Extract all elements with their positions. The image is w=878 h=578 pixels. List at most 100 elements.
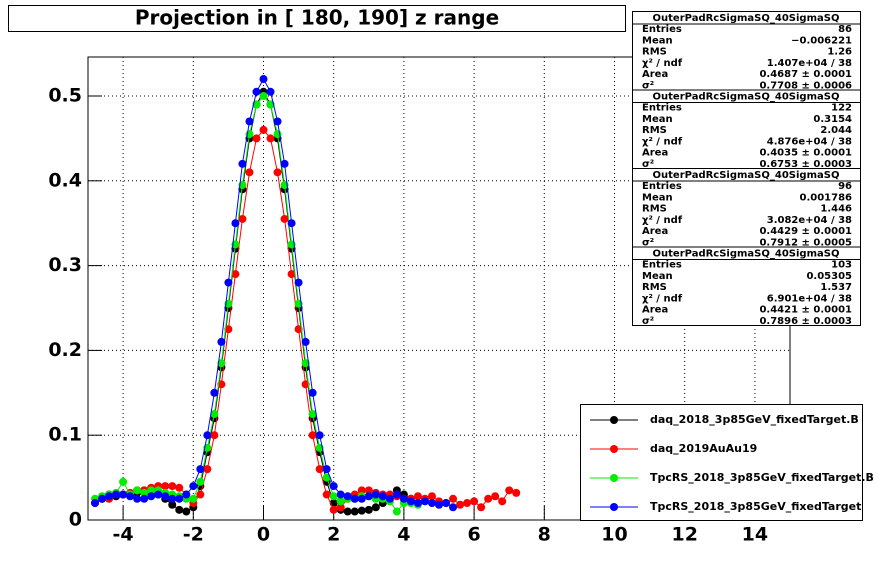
y-tick-label: 0.4: [48, 169, 82, 191]
chart-title: Projection in [ 180, 190] z range: [135, 6, 499, 30]
x-tick-label: 14: [742, 524, 768, 546]
stats-value: 96: [838, 181, 852, 192]
legend-label: daq_2018_3p85GeV_fixedTarget.B: [650, 413, 859, 426]
data-point: [154, 490, 163, 499]
data-point: [322, 473, 331, 482]
data-point: [392, 490, 401, 499]
data-point: [217, 380, 226, 389]
data-point: [336, 497, 345, 506]
data-point: [210, 388, 219, 397]
stats-value: 103: [831, 260, 852, 271]
data-point: [322, 490, 331, 499]
data-point: [224, 325, 233, 334]
stats-value: 3.082e+04 / 38: [767, 215, 852, 226]
stats-value: 1.26: [827, 47, 852, 58]
data-point: [266, 87, 275, 96]
data-point: [105, 492, 114, 501]
data-point: [196, 477, 205, 486]
data-point: [112, 490, 121, 499]
legend-marker: [610, 503, 618, 511]
x-tick-label: -4: [113, 524, 134, 546]
x-tick-label: 0: [257, 524, 270, 546]
data-point: [315, 431, 324, 440]
stats-value: 86: [838, 24, 852, 35]
x-tick-label: 10: [601, 524, 627, 546]
stats-title: OuterPadRcSigmaSQ_40SigmaSQ: [653, 249, 840, 260]
data-point: [336, 503, 345, 512]
data-point: [238, 159, 247, 168]
legend-label: TpcRS_2018_3p85GeV_fixedTarget.B: [650, 471, 874, 484]
y-tick-label: 0.5: [48, 85, 82, 107]
data-point: [456, 500, 465, 509]
data-point: [189, 494, 198, 503]
stats-value: 4.876e+04 / 38: [767, 136, 852, 147]
stats-value: −0.006221: [791, 35, 852, 46]
data-point: [217, 337, 226, 346]
data-point: [266, 134, 275, 143]
data-point: [294, 278, 303, 287]
data-point: [196, 465, 205, 474]
data-point: [224, 278, 233, 287]
data-point: [175, 494, 184, 503]
stats-value: 0.001786: [799, 192, 852, 203]
data-point: [427, 492, 436, 501]
data-point: [308, 410, 317, 419]
stats-title: OuterPadRcSigmaSQ_40SigmaSQ: [653, 92, 840, 103]
data-point: [329, 482, 338, 491]
stats-label: χ² / ndf: [642, 293, 683, 304]
legend-marker: [610, 474, 618, 482]
data-point: [399, 494, 408, 503]
stats-label: Mean: [642, 35, 673, 46]
data-point: [364, 505, 373, 514]
data-point: [477, 503, 486, 512]
stats-label: χ² / ndf: [642, 215, 683, 226]
data-point: [357, 494, 366, 503]
data-point: [491, 492, 500, 501]
data-point: [119, 477, 128, 486]
stats-value: 0.05305: [806, 271, 852, 282]
data-point: [322, 465, 331, 474]
stats-label: σ²: [642, 81, 654, 92]
data-point: [98, 494, 107, 503]
data-point: [133, 486, 142, 495]
stats-label: Area: [642, 69, 668, 80]
data-point: [505, 486, 514, 495]
data-point: [343, 507, 352, 516]
data-point: [252, 134, 261, 143]
stats-value: 0.6753 ± 0.0003: [759, 159, 852, 170]
data-point: [238, 214, 247, 223]
data-point: [413, 499, 422, 508]
data-point: [484, 494, 493, 503]
stats-label: Entries: [642, 181, 682, 192]
data-point: [280, 159, 289, 168]
data-point: [259, 75, 268, 84]
data-point: [449, 494, 458, 503]
stats-value: 2.044: [820, 125, 852, 136]
data-point: [161, 492, 170, 501]
stats-label: Entries: [642, 24, 682, 35]
data-point: [210, 410, 219, 419]
data-point: [245, 168, 254, 177]
data-point: [498, 497, 507, 506]
data-point: [280, 214, 289, 223]
data-point: [357, 506, 366, 515]
data-point: [175, 483, 184, 492]
data-point: [371, 503, 380, 512]
data-point: [512, 488, 521, 497]
data-point: [182, 507, 191, 516]
stats-label: RMS: [642, 47, 667, 58]
data-point: [175, 505, 184, 514]
data-point: [196, 490, 205, 499]
data-point: [435, 500, 443, 509]
data-point: [168, 494, 177, 503]
x-tick-label: 2: [327, 524, 340, 546]
data-point: [350, 494, 359, 503]
data-point: [287, 270, 296, 279]
data-point: [442, 499, 451, 508]
stats-title: OuterPadRcSigmaSQ_40SigmaSQ: [653, 170, 840, 181]
y-tick-label: 0: [69, 509, 82, 531]
data-point: [182, 490, 191, 499]
stats-label: Mean: [642, 192, 673, 203]
data-point: [413, 492, 422, 501]
title-box: [8, 5, 626, 32]
